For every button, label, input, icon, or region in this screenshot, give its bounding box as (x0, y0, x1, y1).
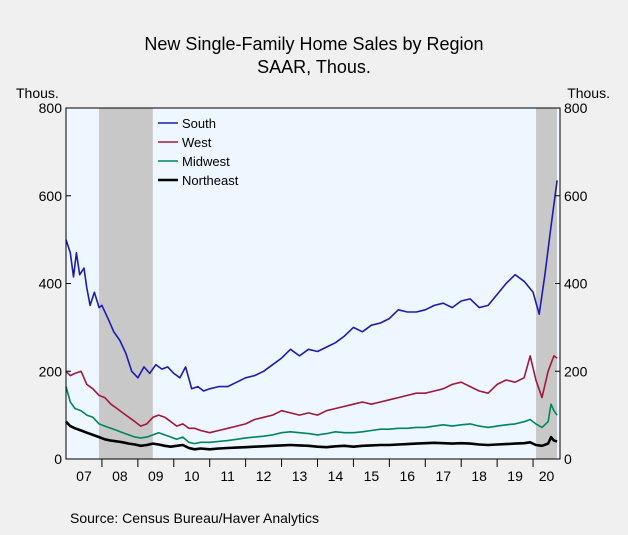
series-line-south (65, 180, 558, 392)
legend-label-west: West (182, 135, 212, 150)
y-axis-label-right: Thous. (567, 85, 610, 101)
x-tick-label-16: 16 (400, 468, 416, 484)
x-tick-label-14: 14 (328, 468, 344, 484)
x-tick-label-07: 07 (76, 468, 92, 484)
x-tick-label-10: 10 (184, 468, 200, 484)
plot-area: 0 0 200 200 400 400 600 600 800 800 07 08 09 10 11 12 13… (39, 100, 588, 484)
x-tick-label-09: 09 (148, 468, 164, 484)
x-tick-label-18: 18 (471, 468, 487, 484)
y-tick-label-left-400: 400 (39, 276, 63, 292)
series-line-northeast (65, 420, 558, 451)
y-tick-label-left-200: 200 (39, 363, 63, 379)
chart-subtitle: SAAR, Thous. (257, 57, 371, 77)
legend-label-northeast: Northeast (182, 173, 239, 188)
x-tick-label-20: 20 (539, 468, 555, 484)
y-tick-label-right-0: 0 (564, 451, 572, 467)
y-axis-label-left: Thous. (16, 85, 59, 101)
y-tick-label-left-800: 800 (39, 100, 63, 116)
x-tick-label-08: 08 (112, 468, 128, 484)
source-note: Source: Census Bureau/Haver Analytics (70, 510, 319, 526)
recession-band-1 (98, 108, 153, 459)
legend-label-south: South (182, 116, 216, 131)
recession-band-2 (536, 108, 558, 459)
y-tick-label-right-200: 200 (564, 363, 588, 379)
y-tick-label-right-600: 600 (564, 188, 588, 204)
series-line-west (65, 355, 558, 434)
y-tick-label-right-800: 800 (564, 100, 588, 116)
x-tick-label-13: 13 (292, 468, 308, 484)
legend: South West Midwest Northeast (158, 116, 239, 188)
y-tick-label-left-600: 600 (39, 188, 63, 204)
y-tick-label-right-400: 400 (564, 276, 588, 292)
x-tick-label-19: 19 (507, 468, 523, 484)
chart-title: New Single-Family Home Sales by Region (144, 34, 483, 54)
x-tick-label-17: 17 (435, 468, 451, 484)
x-tick-label-15: 15 (364, 468, 380, 484)
x-tick-label-11: 11 (220, 468, 235, 484)
x-tick-label-12: 12 (256, 468, 272, 484)
legend-label-midwest: Midwest (182, 154, 230, 169)
y-tick-label-left-0: 0 (54, 451, 62, 467)
series-line-midwest (65, 386, 558, 445)
